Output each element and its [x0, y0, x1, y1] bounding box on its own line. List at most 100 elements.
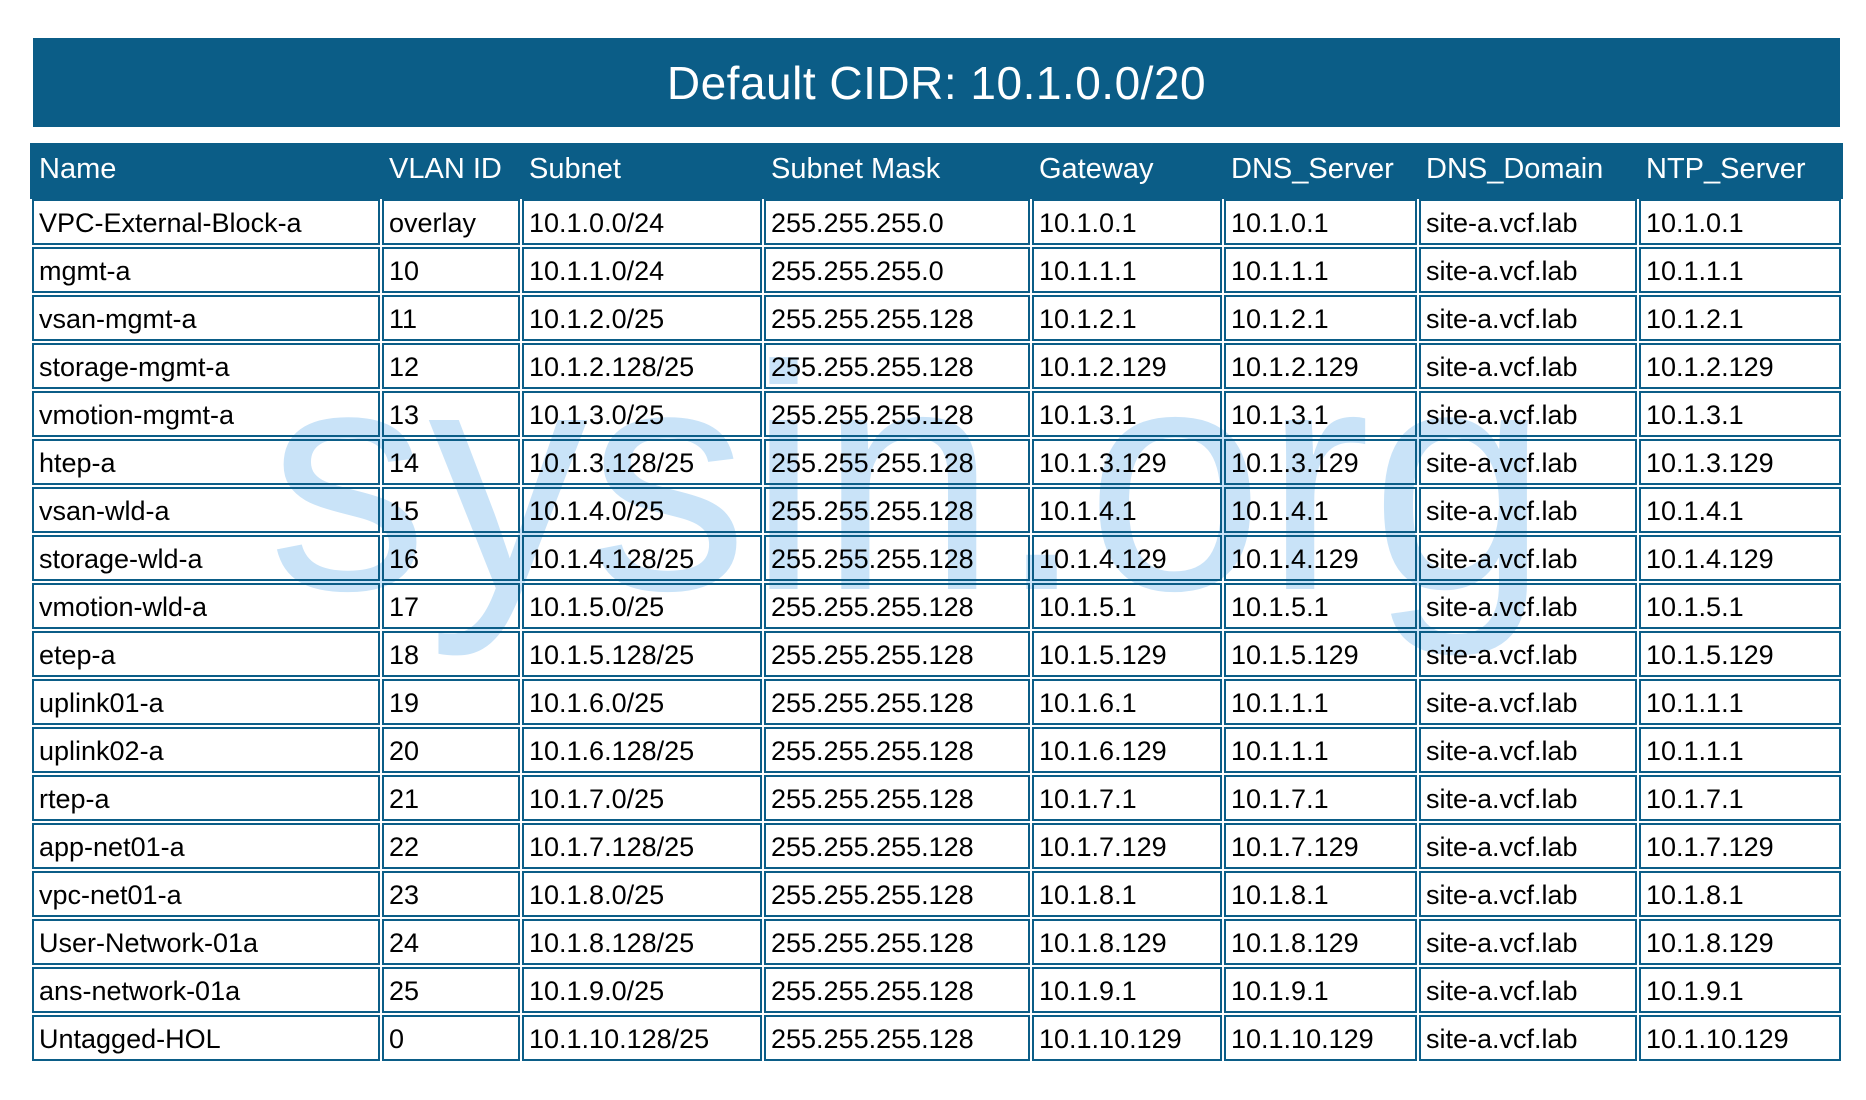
- cell: 10.1.5.128/25: [522, 631, 762, 677]
- cell: htep-a: [32, 439, 380, 485]
- cell: storage-wld-a: [32, 535, 380, 581]
- cell: 10.1.7.0/25: [522, 775, 762, 821]
- cell: 255.255.255.128: [764, 343, 1030, 389]
- cell: 10.1.3.0/25: [522, 391, 762, 437]
- cell: 255.255.255.128: [764, 535, 1030, 581]
- cell: 10.1.5.129: [1224, 631, 1417, 677]
- cell: 10.1.6.1: [1032, 679, 1222, 725]
- cell: uplink01-a: [32, 679, 380, 725]
- cell: 13: [382, 391, 520, 437]
- cell: 10.1.3.129: [1032, 439, 1222, 485]
- cell: 10.1.2.1: [1032, 295, 1222, 341]
- cell: 10.1.6.0/25: [522, 679, 762, 725]
- column-header-vlan-id: VLAN ID: [389, 153, 502, 185]
- cell: 10.1.1.1: [1639, 679, 1841, 725]
- table-row: VPC-External-Block-a overlay 10.1.0.0/24 25…: [32, 199, 1841, 245]
- cell: 14: [382, 439, 520, 485]
- cell: vsan-mgmt-a: [32, 295, 380, 341]
- cell: 18: [382, 631, 520, 677]
- table-header-strip: [30, 143, 1843, 199]
- cell: 10.1.4.1: [1032, 487, 1222, 533]
- table-row: User-Network-01a 24 10.1.8.128/25 255.255.2…: [32, 919, 1841, 965]
- cell: site-a.vcf.lab: [1419, 247, 1637, 293]
- cell: 10.1.2.0/25: [522, 295, 762, 341]
- cell: 10.1.3.129: [1224, 439, 1417, 485]
- cell: 255.255.255.128: [764, 919, 1030, 965]
- cell: 10.1.8.129: [1639, 919, 1841, 965]
- cell: 10.1.6.129: [1032, 727, 1222, 773]
- cell: 12: [382, 343, 520, 389]
- cell: site-a.vcf.lab: [1419, 295, 1637, 341]
- cell: 10.1.1.0/24: [522, 247, 762, 293]
- cell: 255.255.255.128: [764, 1015, 1030, 1061]
- cell: 10.1.1.1: [1032, 247, 1222, 293]
- cell: 10.1.4.1: [1639, 487, 1841, 533]
- column-header-ntp-server: NTP_Server: [1646, 153, 1806, 185]
- cell: 10.1.8.0/25: [522, 871, 762, 917]
- cell: 17: [382, 583, 520, 629]
- cell: 16: [382, 535, 520, 581]
- cell: 10.1.8.1: [1032, 871, 1222, 917]
- table-row: Untagged-HOL 0 10.1.10.128/25 255.255.255.1…: [32, 1015, 1841, 1061]
- cell: 10.1.2.1: [1224, 295, 1417, 341]
- cell: 10.1.10.129: [1639, 1015, 1841, 1061]
- cell: 10.1.1.1: [1224, 247, 1417, 293]
- column-header-subnet-mask: Subnet Mask: [771, 153, 941, 185]
- cell: site-a.vcf.lab: [1419, 679, 1637, 725]
- cell: rtep-a: [32, 775, 380, 821]
- cell: site-a.vcf.lab: [1419, 583, 1637, 629]
- cell: site-a.vcf.lab: [1419, 871, 1637, 917]
- column-header-gateway: Gateway: [1039, 153, 1154, 185]
- cell: 24: [382, 919, 520, 965]
- table-row: vpc-net01-a 23 10.1.8.0/25 255.255.255.128 1…: [32, 871, 1841, 917]
- cell: 255.255.255.128: [764, 487, 1030, 533]
- cell: 10.1.3.129: [1639, 439, 1841, 485]
- cell: 10.1.9.1: [1224, 967, 1417, 1013]
- cell: site-a.vcf.lab: [1419, 391, 1637, 437]
- cell: 10.1.0.1: [1639, 199, 1841, 245]
- table-row: vmotion-mgmt-a 13 10.1.3.0/25 255.255.255.1…: [32, 391, 1841, 437]
- cell: 255.255.255.128: [764, 871, 1030, 917]
- cell: 10.1.2.129: [1032, 343, 1222, 389]
- cell: 10.1.5.1: [1224, 583, 1417, 629]
- cell: 10.1.1.1: [1639, 727, 1841, 773]
- table-row: storage-wld-a 16 10.1.4.128/25 255.255.255.…: [32, 535, 1841, 581]
- cell: 10.1.8.128/25: [522, 919, 762, 965]
- cell: 10.1.4.129: [1032, 535, 1222, 581]
- cell: vmotion-wld-a: [32, 583, 380, 629]
- table-row: mgmt-a 10 10.1.1.0/24 255.255.255.0 10.1.1.1…: [32, 247, 1841, 293]
- page-title: Default CIDR: 10.1.0.0/20: [666, 56, 1207, 109]
- cell: 255.255.255.128: [764, 967, 1030, 1013]
- cell: site-a.vcf.lab: [1419, 823, 1637, 869]
- table-row: htep-a 14 10.1.3.128/25 255.255.255.128 10.1…: [32, 439, 1841, 485]
- cell: 10.1.0.1: [1032, 199, 1222, 245]
- cell: vmotion-mgmt-a: [32, 391, 380, 437]
- cell: etep-a: [32, 631, 380, 677]
- cell: uplink02-a: [32, 727, 380, 773]
- table-row: uplink01-a 19 10.1.6.0/25 255.255.255.128 10…: [32, 679, 1841, 725]
- cell: 10.1.5.1: [1032, 583, 1222, 629]
- cell: 10.1.0.1: [1224, 199, 1417, 245]
- table-row: uplink02-a 20 10.1.6.128/25 255.255.255.128…: [32, 727, 1841, 773]
- cell: 10.1.1.1: [1224, 679, 1417, 725]
- cell: 10.1.3.1: [1639, 391, 1841, 437]
- cell: storage-mgmt-a: [32, 343, 380, 389]
- cell: 10.1.3.128/25: [522, 439, 762, 485]
- table-header-row: Name VLAN ID Subnet Subnet Mask Gateway DNS_S…: [32, 145, 1841, 197]
- cell: vsan-wld-a: [32, 487, 380, 533]
- cell: 10.1.7.129: [1224, 823, 1417, 869]
- cell: 255.255.255.128: [764, 679, 1030, 725]
- cell: site-a.vcf.lab: [1419, 343, 1637, 389]
- table-row: etep-a 18 10.1.5.128/25 255.255.255.128 10.1…: [32, 631, 1841, 677]
- table-row: ans-network-01a 25 10.1.9.0/25 255.255.255.…: [32, 967, 1841, 1013]
- cell: 255.255.255.128: [764, 583, 1030, 629]
- cell: 255.255.255.0: [764, 247, 1030, 293]
- cell: 10.1.8.1: [1224, 871, 1417, 917]
- cell: site-a.vcf.lab: [1419, 631, 1637, 677]
- cell: 10.1.5.129: [1639, 631, 1841, 677]
- cell: 10.1.9.1: [1639, 967, 1841, 1013]
- cell: 23: [382, 871, 520, 917]
- cell: vpc-net01-a: [32, 871, 380, 917]
- cell: site-a.vcf.lab: [1419, 727, 1637, 773]
